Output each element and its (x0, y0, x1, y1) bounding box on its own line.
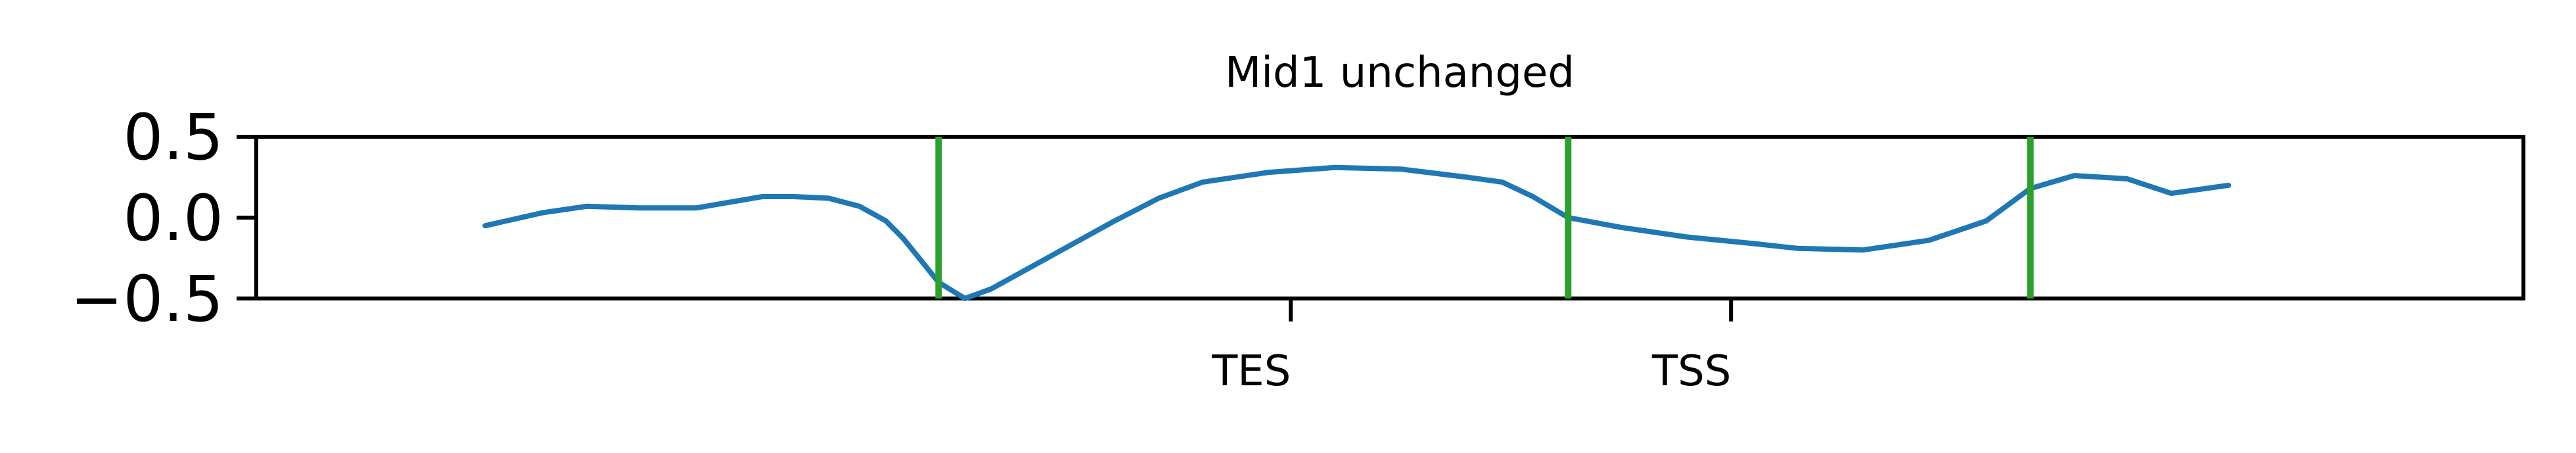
vertical-line-layer (935, 137, 2034, 298)
series-line (482, 164, 2232, 301)
x-tick-label: TES (1211, 347, 1291, 396)
plot-area (254, 135, 2525, 300)
y-tick-label: 0.0 (123, 181, 223, 255)
y-tick-label: 0.5 (123, 101, 223, 174)
y-tick-label: −0.5 (70, 262, 223, 336)
series-layer (482, 164, 2232, 301)
plot-frame (254, 135, 2525, 300)
x-tick-label: TSS (1651, 347, 1731, 396)
chart-title: Mid1 unchanged (1225, 49, 1575, 97)
x-axis: TES TSS (1211, 298, 1734, 396)
y-axis: 0.50.0−0.5 (70, 101, 256, 336)
